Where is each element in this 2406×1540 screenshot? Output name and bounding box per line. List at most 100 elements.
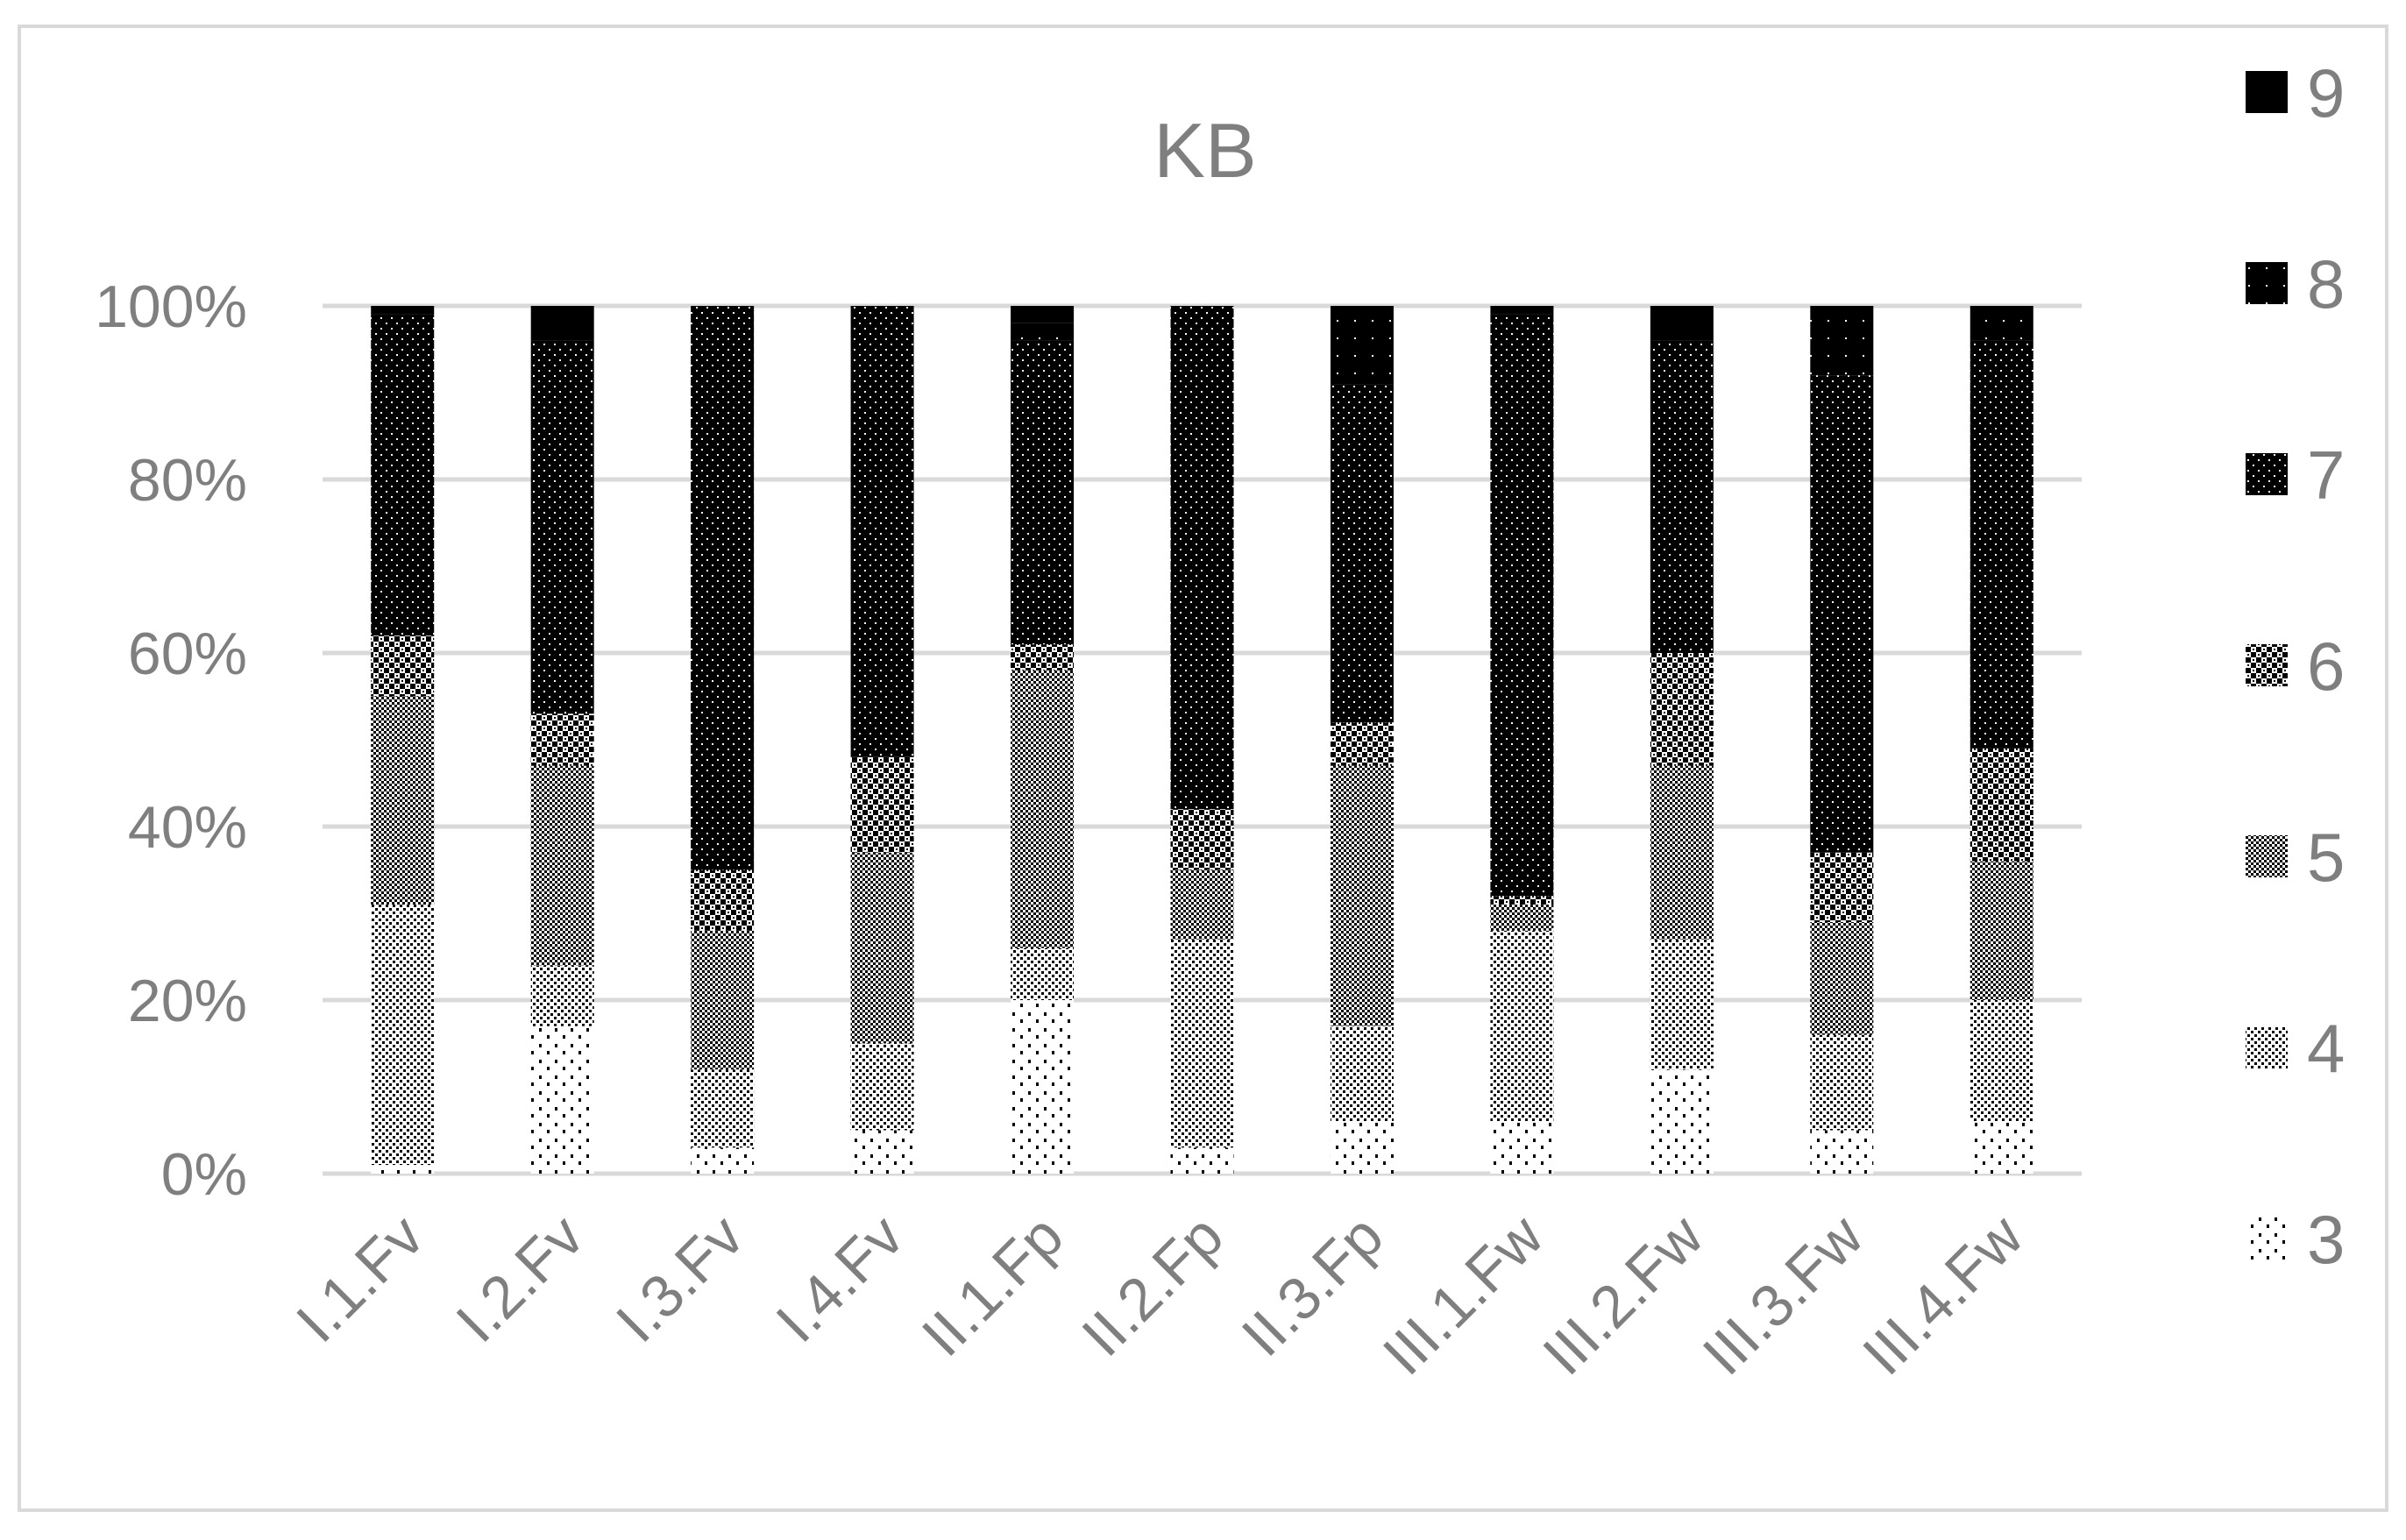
- bar-segment-5: [1011, 670, 1075, 948]
- bar-segment-5: [371, 696, 435, 905]
- bar-segment-4: [1970, 1000, 2033, 1122]
- bar-segment-5: [1970, 861, 2033, 1000]
- bar-segment-4: [691, 1069, 755, 1148]
- bar-segment-6: [850, 756, 914, 853]
- bar-segment-6: [1011, 644, 1075, 671]
- legend-swatch: [2246, 71, 2288, 113]
- bar-stack: [1810, 306, 1874, 1174]
- bar-stack: [371, 306, 435, 1174]
- bar-segment-8: [1810, 306, 1874, 376]
- bar-segment-4: [1011, 947, 1075, 1000]
- bar-segment-8: [1490, 306, 1554, 315]
- legend-item: 8: [2246, 245, 2345, 323]
- bar-segment-4: [371, 905, 435, 1166]
- bars: [371, 306, 2033, 1174]
- bar-segment-6: [1970, 748, 2033, 862]
- legend-label: 8: [2307, 245, 2345, 323]
- legend-item: 5: [2246, 819, 2345, 896]
- bar-segment-9: [1011, 306, 1075, 323]
- bar-segment-4: [1490, 930, 1554, 1122]
- bar-segment-3: [1650, 1069, 1714, 1174]
- bar-stack: [850, 306, 914, 1174]
- bar-segment-5: [1490, 905, 1554, 931]
- bar-segment-6: [1170, 809, 1234, 870]
- y-tick-label: 20%: [128, 968, 247, 1034]
- bar-segment-5: [1170, 869, 1234, 940]
- bar-stack: [691, 306, 755, 1174]
- legend-item: 3: [2246, 1201, 2345, 1278]
- bar-segment-9: [530, 306, 594, 341]
- legend-swatch: [2246, 644, 2288, 686]
- bar-segment-3: [1011, 1000, 1075, 1174]
- bar-segment-6: [691, 869, 755, 931]
- legend-label: 5: [2307, 819, 2345, 896]
- bar-segment-7: [1810, 375, 1874, 853]
- legend: 9 8 7 6 5 4 3: [2246, 54, 2345, 1278]
- bar-stack: [1650, 306, 1714, 1174]
- bar-segment-4: [1650, 939, 1714, 1070]
- bar-segment-5: [1330, 765, 1394, 1026]
- bar-segment-9: [1650, 306, 1714, 341]
- legend-item: 4: [2246, 1010, 2345, 1087]
- y-axis-tick-labels: 0% 20% 40% 60% 80% 100%: [95, 273, 247, 1208]
- bar-segment-6: [1810, 852, 1874, 922]
- bar-segment-3: [1970, 1121, 2033, 1174]
- legend-label: 3: [2307, 1201, 2345, 1278]
- bar-stack: [1170, 306, 1234, 1174]
- bar-segment-7: [691, 306, 755, 870]
- bar-segment-3: [1490, 1121, 1554, 1174]
- bar-segment-4: [1170, 939, 1234, 1148]
- legend-label: 4: [2307, 1010, 2345, 1087]
- bar-segment-8: [1011, 323, 1075, 341]
- bar-segment-3: [1330, 1121, 1394, 1174]
- bar-segment-5: [1650, 765, 1714, 940]
- bar-segment-7: [1330, 384, 1394, 723]
- bar-segment-7: [1490, 314, 1554, 897]
- bar-segment-7: [371, 314, 435, 636]
- legend-label: 7: [2307, 436, 2345, 514]
- bar-segment-7: [530, 340, 594, 714]
- bar-segment-4: [1330, 1025, 1394, 1122]
- bar-segment-7: [1170, 306, 1234, 810]
- bar-stack: [1330, 306, 1394, 1174]
- bar-stack: [1970, 306, 2033, 1174]
- legend-item: 6: [2246, 628, 2345, 705]
- legend-item: 9: [2246, 54, 2345, 131]
- bar-segment-3: [1810, 1130, 1874, 1174]
- bar-segment-3: [850, 1130, 914, 1174]
- bar-segment-7: [1650, 340, 1714, 653]
- bar-segment-3: [691, 1147, 755, 1174]
- bar-segment-7: [1011, 340, 1075, 645]
- chart-title: KB: [1153, 107, 1256, 194]
- bar-stack: [1490, 306, 1554, 1174]
- bar-segment-6: [1650, 653, 1714, 766]
- bar-segment-6: [371, 635, 435, 697]
- legend-label: 9: [2307, 54, 2345, 131]
- legend-swatch: [2246, 453, 2288, 495]
- bar-stack: [530, 306, 594, 1174]
- legend-item: 7: [2246, 436, 2345, 514]
- bar-segment-7: [1970, 340, 2033, 749]
- bar-segment-6: [1330, 722, 1394, 766]
- bar-segment-4: [850, 1043, 914, 1131]
- legend-swatch: [2246, 835, 2288, 877]
- bar-segment-6: [1490, 896, 1554, 905]
- legend-label: 6: [2307, 628, 2345, 705]
- legend-swatch: [2246, 262, 2288, 304]
- bar-segment-3: [371, 1165, 435, 1174]
- y-tick-label: 60%: [128, 621, 247, 687]
- bar-stack: [1011, 306, 1075, 1174]
- bar-segment-5: [850, 852, 914, 1044]
- y-tick-label: 100%: [95, 273, 247, 340]
- bar-segment-4: [1810, 1034, 1874, 1131]
- bar-segment-6: [530, 713, 594, 766]
- bar-segment-5: [530, 765, 594, 966]
- bar-segment-5: [1810, 921, 1874, 1035]
- legend-swatch: [2246, 1217, 2288, 1260]
- y-tick-label: 0%: [161, 1141, 247, 1208]
- bar-segment-3: [1170, 1147, 1234, 1174]
- legend-swatch: [2246, 1026, 2288, 1068]
- bar-segment-8: [371, 306, 435, 315]
